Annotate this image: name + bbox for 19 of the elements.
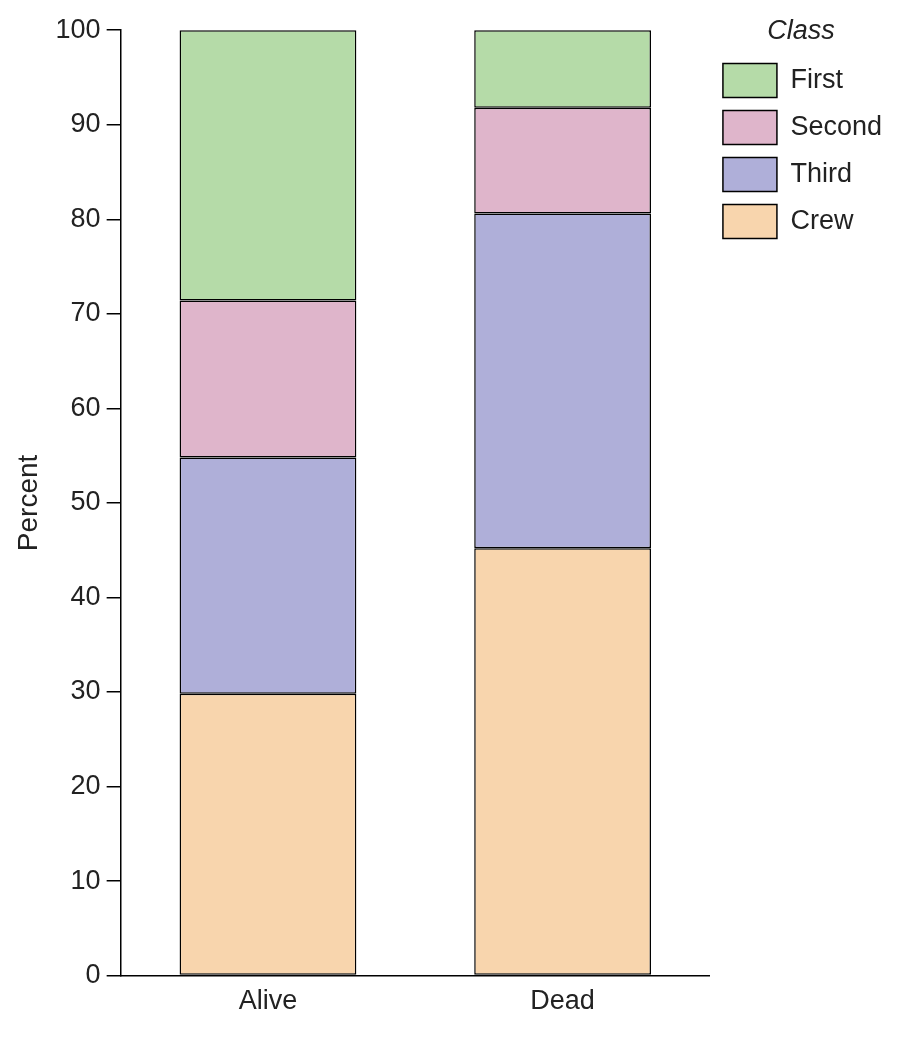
legend-title: Class [767, 15, 835, 46]
y-tick-label: 30 [70, 675, 101, 706]
y-tick-label: 40 [70, 580, 101, 611]
y-tick-label: 100 [55, 13, 101, 44]
x-tick-label: Alive [238, 985, 298, 1016]
y-tick-label: 20 [70, 769, 101, 800]
legend-label: First [790, 63, 844, 94]
legend-label: Crew [790, 204, 854, 235]
y-tick-label: 10 [70, 864, 101, 895]
legend-label: Third [790, 157, 852, 188]
y-tick-label: 60 [70, 391, 101, 422]
y-tick-label: 50 [70, 486, 101, 517]
y-tick-label: 0 [85, 959, 101, 990]
y-tick-label: 90 [70, 108, 101, 139]
y-tick-label: 80 [70, 202, 101, 233]
y-axis-title: Percent [11, 454, 43, 552]
legend-label: Second [790, 110, 882, 141]
x-tick-label: Dead [530, 985, 595, 1016]
y-tick-label: 70 [70, 297, 101, 328]
